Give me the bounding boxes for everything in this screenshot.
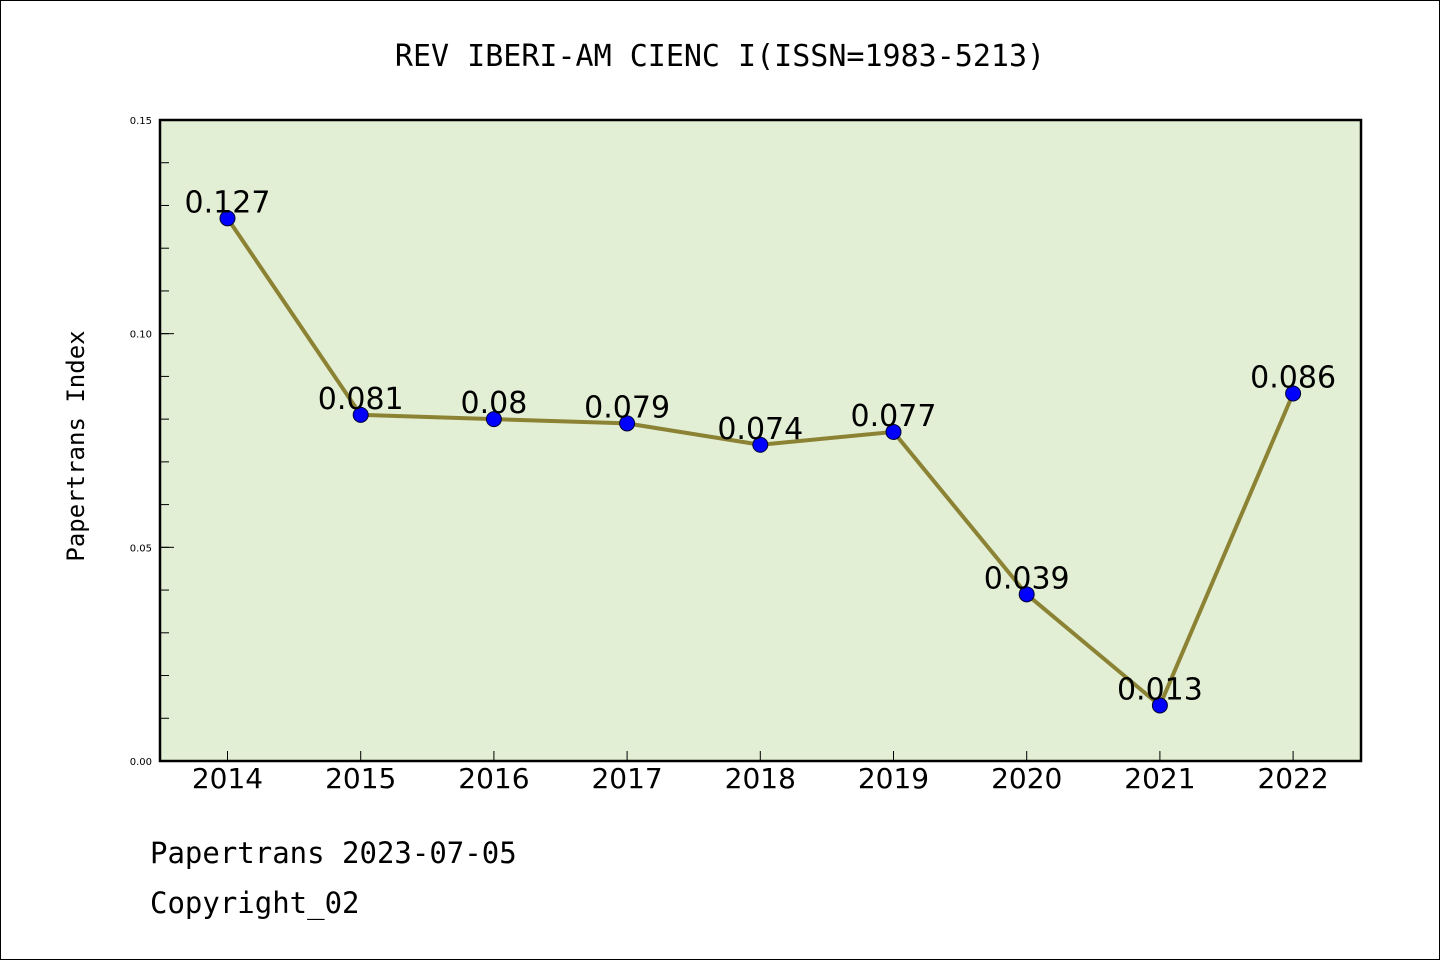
- footer-copyright: Copyright_02: [150, 886, 360, 920]
- y-tick-label: 0.05: [130, 543, 152, 554]
- chart-title: REV IBERI-AM CIENC I(ISSN=1983-5213): [395, 39, 1045, 74]
- series-line: [219, 210, 1302, 714]
- data-label: 0.013: [1117, 672, 1203, 707]
- x-tick-label: 2016: [458, 762, 529, 795]
- x-tick-label: 2018: [725, 762, 796, 795]
- footer-date: Papertrans 2023-07-05: [150, 836, 517, 870]
- x-tick-label: 2020: [991, 762, 1062, 795]
- data-label: 0.079: [584, 390, 670, 425]
- data-point: [485, 411, 502, 428]
- x-tick-label: 2022: [1257, 762, 1328, 795]
- data-label: 0.074: [717, 412, 803, 447]
- data-point: [885, 423, 902, 440]
- data-label: 0.039: [984, 561, 1070, 596]
- x-tick-label: 2021: [1124, 762, 1195, 795]
- data-label: 0.086: [1250, 360, 1336, 395]
- data-point: [219, 210, 236, 227]
- data-label: 0.081: [318, 382, 404, 417]
- y-tick-label: 0.10: [130, 330, 152, 341]
- data-point: [1285, 385, 1302, 402]
- x-tick-label: 2014: [192, 762, 263, 795]
- y-tick-label: 0.00: [130, 757, 152, 768]
- data-point: [352, 406, 369, 423]
- data-point: [1151, 697, 1168, 714]
- data-label: 0.127: [185, 185, 271, 220]
- y-axis-label: Papertrans Index: [62, 330, 90, 561]
- data-label: 0.077: [851, 399, 937, 434]
- x-tick-label: 2017: [591, 762, 662, 795]
- x-tick-label: 2019: [858, 762, 929, 795]
- x-tick-label: 2015: [325, 762, 396, 795]
- data-point: [1018, 586, 1035, 603]
- y-axis: 0.00 0.05 0.10 0.15: [130, 116, 174, 768]
- data-label: 0.08: [461, 386, 528, 421]
- y-tick-label: 0.15: [130, 116, 152, 127]
- data-point: [752, 436, 769, 453]
- x-axis: 2014 2015 2016 2017 2018 2019 2020 2021 2022: [192, 751, 1329, 795]
- data-labels: 0.127 0.081 0.08 0.079 0.074 0.077 0.039 0.013 0…: [185, 185, 1336, 707]
- data-point: [619, 415, 636, 432]
